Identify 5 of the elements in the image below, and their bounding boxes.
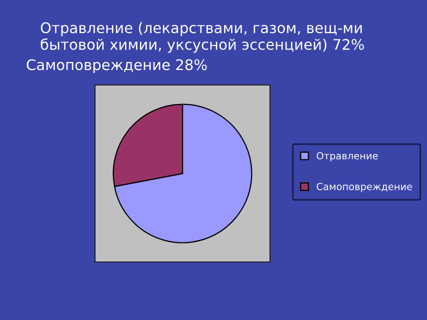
chart-subtitle: Самоповреждение 28% (26, 59, 207, 74)
chart-title: Отравление (лекарствами, газом, вещ-ми бытовой химии, уксусной эссенцией) 72% (40, 22, 364, 53)
pie-slice (114, 104, 252, 244)
legend-label: Самоповреждение (316, 182, 412, 192)
legend-label: Отравление (316, 152, 378, 162)
